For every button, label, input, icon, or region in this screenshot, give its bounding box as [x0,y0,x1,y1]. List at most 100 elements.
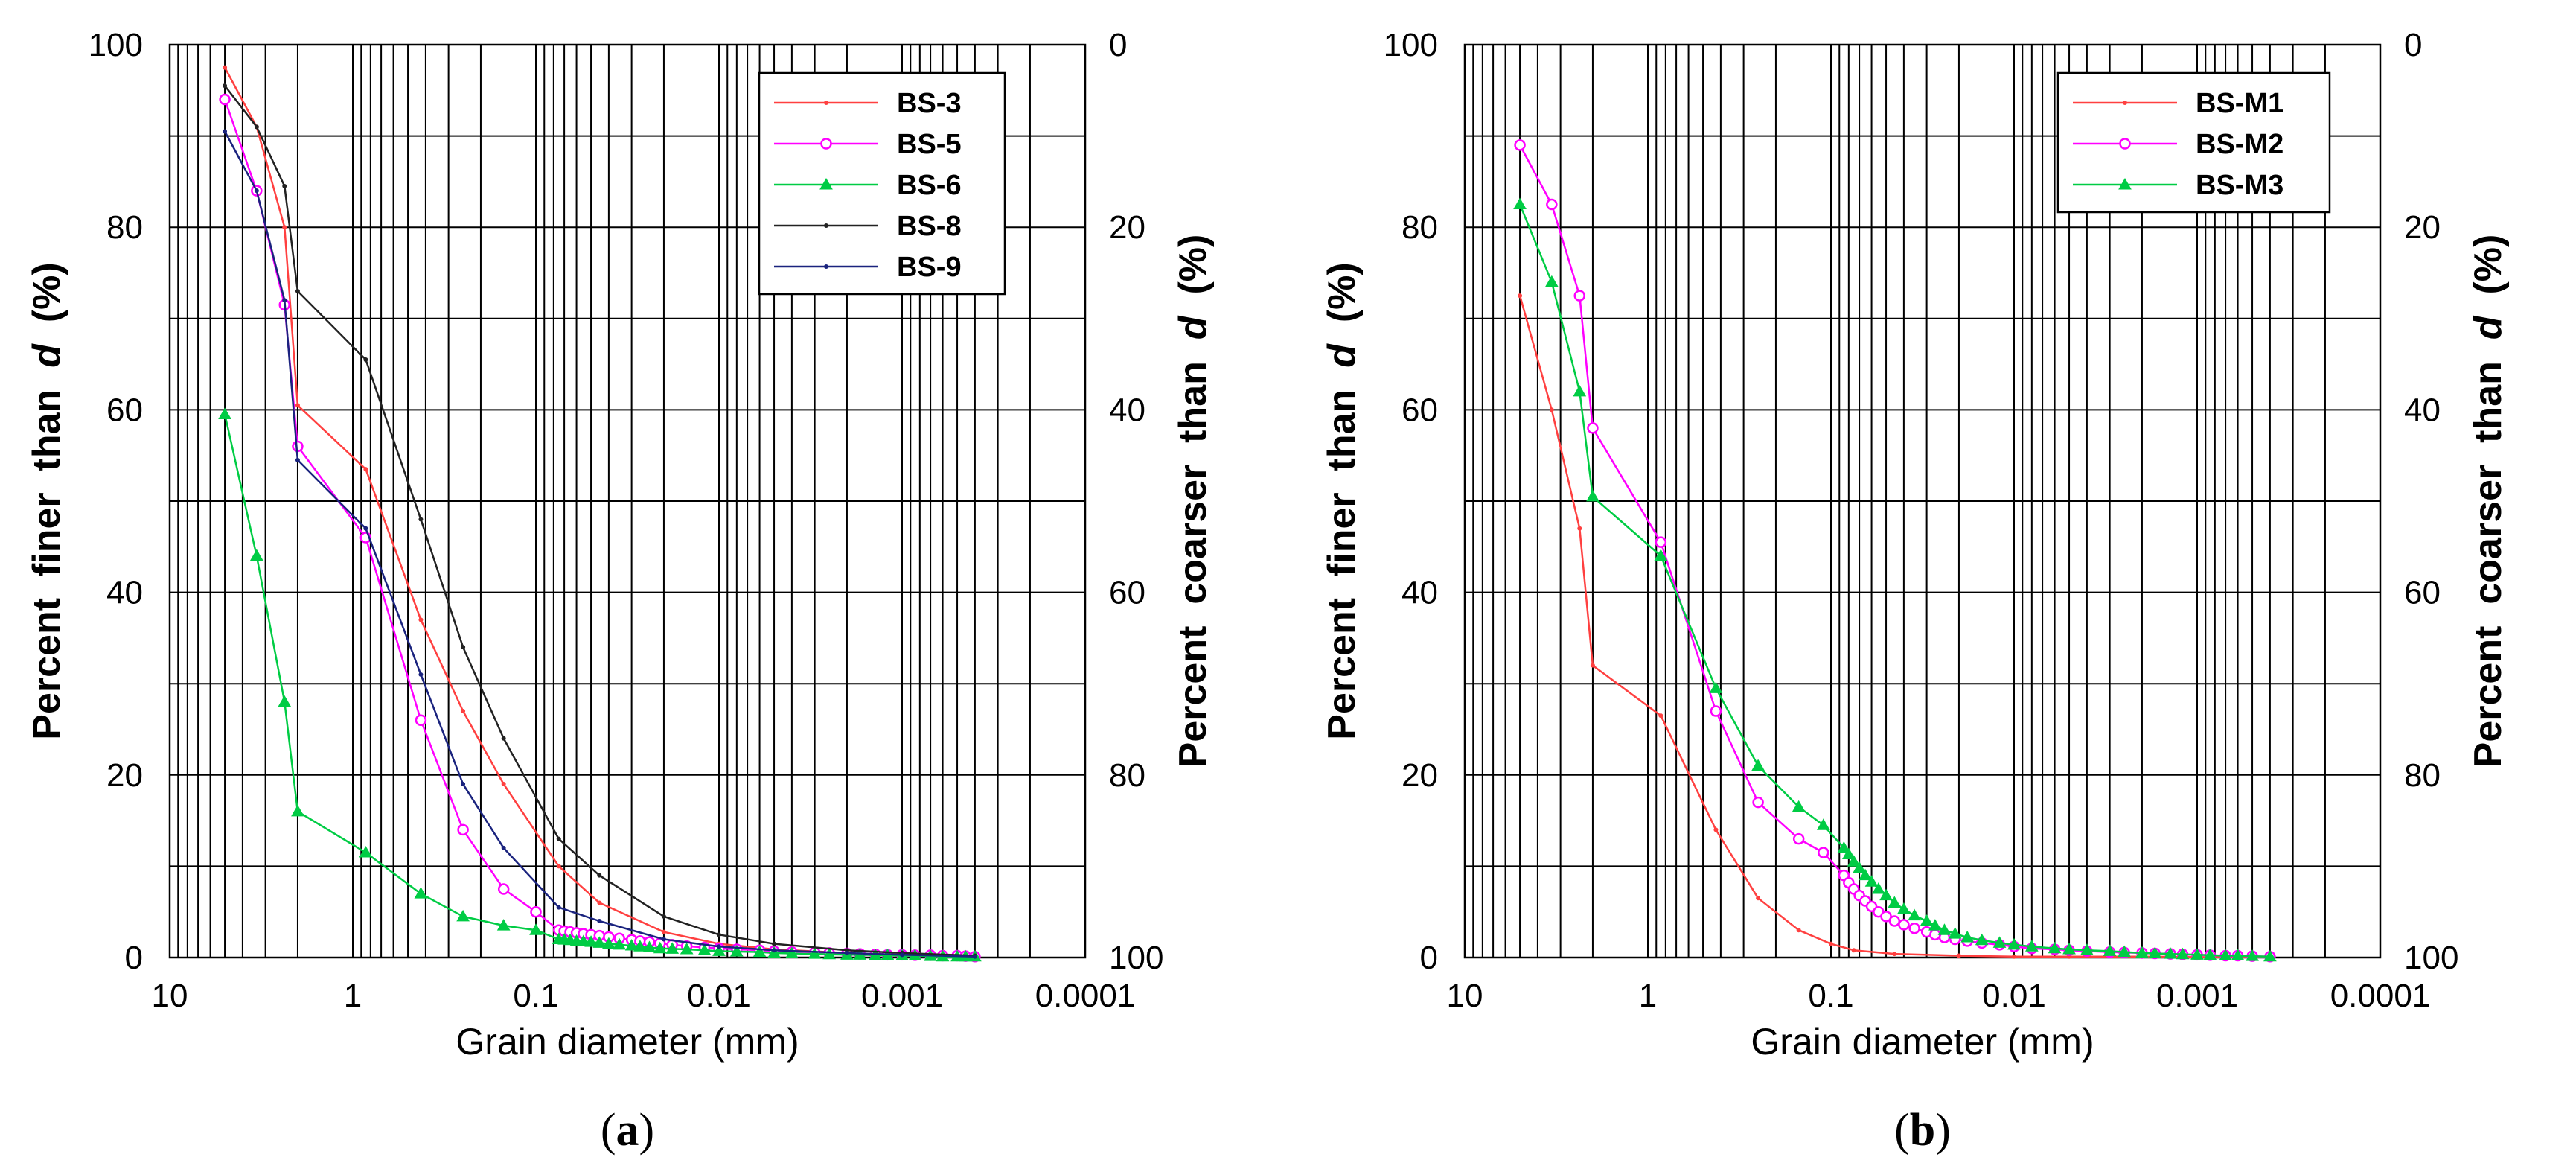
data-point [1549,407,1554,412]
data-point [457,823,469,836]
data-point [1513,197,1527,210]
axis-title-word: than [1172,361,1215,465]
legend: BS-M1 BS-M2 BS-M3 [2056,71,2331,214]
series-bs-m2 [1514,139,2276,963]
data-point [1586,489,1599,502]
data-point [697,943,712,955]
legend-item: BS-M1 [2073,88,2283,119]
panel-paren: ( [1894,1105,1910,1156]
data-point [1872,882,1885,894]
y2-axis-title: Percent coarser than d (%) [2467,235,2510,768]
plot-frame [1463,43,2382,959]
series-line [223,130,975,958]
data-point [1709,681,1723,693]
y2-tick-label: 40 [2404,392,2441,428]
data-point [1818,847,1829,858]
axis-title-word: finer [25,492,68,598]
series-line [1518,295,2270,958]
y2-tick-label: 60 [2404,575,2441,611]
data-point [1573,384,1587,397]
y-tick-label: 0 [1420,940,1438,976]
data-point [2103,944,2117,956]
data-point [1853,861,1866,873]
data-point [1654,549,1668,561]
y-tick-label: 40 [1402,575,1438,611]
data-point [1937,923,1952,935]
data-point [729,945,744,957]
data-point [223,65,228,70]
axis-title-word: coarser [2467,465,2510,626]
data-point [2135,946,2149,958]
legend-item: BS-M3 [2073,170,2283,201]
data-point [717,932,721,937]
data-point [642,940,656,953]
data-point [900,952,904,958]
data-point [282,184,287,189]
data-point [665,942,680,954]
data-point [461,782,466,787]
data-point [2231,949,2245,961]
y2-tick-label: 100 [1109,940,1163,976]
data-point [1796,928,1801,933]
data-point [223,129,228,134]
data-point [785,946,799,958]
data-point [218,407,231,420]
data-point [456,909,470,922]
axis-title-word: d [25,343,68,389]
data-point [2118,177,2132,190]
y-tick-label: 60 [1402,392,1438,428]
axis-title-word: Percent [2467,626,2510,768]
axis-title-word: (%) [2467,235,2510,316]
data-point [1841,847,1856,859]
data-point [278,695,292,707]
data-point [363,526,368,531]
axis-title-word: d [1320,343,1364,389]
y2-tick-label: 80 [1109,757,1145,794]
y-tick-label: 100 [1384,27,1438,63]
panel-label: (b) [1894,1105,1951,1156]
legend: BS-3 BS-5 BS-6 BS-8 BS-9 [758,71,1006,296]
x-tick-label: 0.01 [687,978,751,1014]
data-point [661,929,666,934]
data-point [363,467,368,472]
series-bs-9 [223,129,977,959]
legend-label: BS-8 [897,211,962,242]
y2-tick-label: 80 [2404,757,2441,794]
y-tick-label: 40 [106,575,143,611]
data-point [824,264,828,269]
y2-tick-label: 0 [2404,27,2422,63]
data-point [972,954,977,959]
x-tick-label: 0.1 [513,978,558,1014]
data-point [2012,954,2016,959]
data-point [808,947,822,959]
data-point [1658,713,1663,719]
data-point [1908,908,1922,921]
data-point [1864,875,1879,887]
data-point [819,177,833,190]
data-point [1587,422,1599,434]
legend-label: BS-9 [897,252,962,283]
data-point [1756,896,1761,901]
data-point [584,935,598,947]
data-point [1546,198,1558,211]
data-point [418,672,424,677]
series-line [1518,204,2270,958]
data-point [295,403,300,408]
data-point [1851,948,1856,953]
data-point [1590,663,1595,668]
legend-label: BS-3 [897,88,962,119]
legend-label: BS-M1 [2196,88,2283,119]
data-point [282,225,287,230]
x-tick-label: 0.0001 [1035,978,1136,1014]
axis-title-word: Percent [1172,626,1215,768]
y2-tick-label: 40 [1109,392,1145,428]
data-point [844,950,849,955]
data-point [597,900,602,905]
data-point [359,846,373,858]
data-point [1792,800,1806,812]
axis-title-word: Percent [1320,598,1364,740]
data-point [1892,952,1897,957]
y-tick-label: 60 [106,392,143,428]
data-point [1897,902,1911,914]
